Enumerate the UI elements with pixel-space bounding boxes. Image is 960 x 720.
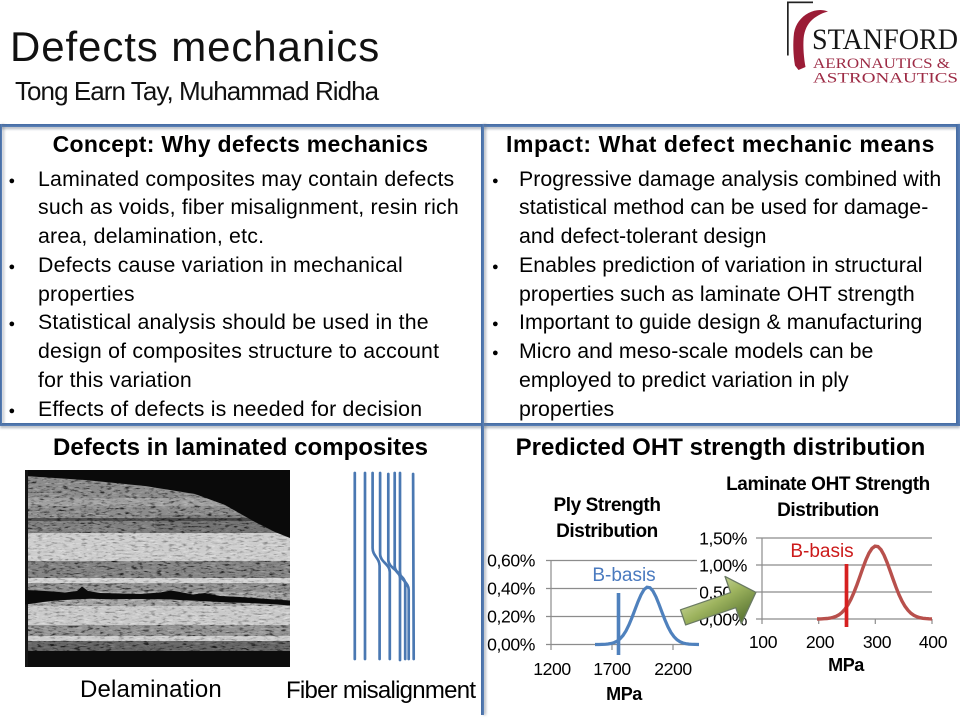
svg-text:AERONAUTICS &: AERONAUTICS & xyxy=(813,56,951,72)
svg-text:1700: 1700 xyxy=(593,659,631,679)
svg-text:1,00%: 1,00% xyxy=(700,556,748,576)
svg-text:MPa: MPa xyxy=(828,655,865,675)
svg-text:1200: 1200 xyxy=(533,659,571,679)
svg-text:0,20%: 0,20% xyxy=(487,607,536,627)
svg-text:1,50%: 1,50% xyxy=(700,529,748,549)
svg-text:300: 300 xyxy=(863,632,892,652)
svg-text:ASTRONAUTICS: ASTRONAUTICS xyxy=(813,71,958,87)
svg-text:Ply Strength: Ply Strength xyxy=(553,495,660,516)
svg-text:200: 200 xyxy=(806,632,835,652)
svg-text:Distribution: Distribution xyxy=(556,521,658,542)
svg-text:0,60%: 0,60% xyxy=(487,551,536,571)
svg-text:Laminate OHT Strength: Laminate OHT Strength xyxy=(726,474,930,495)
svg-text:0,40%: 0,40% xyxy=(487,579,536,599)
svg-text:2200: 2200 xyxy=(654,659,692,679)
svg-text:0,00%: 0,00% xyxy=(487,635,536,655)
svg-text:B-basis: B-basis xyxy=(592,565,655,586)
svg-text:400: 400 xyxy=(919,632,948,652)
svg-text:B-basis: B-basis xyxy=(790,541,853,562)
svg-text:STANFORD: STANFORD xyxy=(812,23,958,56)
svg-text:Distribution: Distribution xyxy=(777,500,879,521)
svg-text:MPa: MPa xyxy=(606,684,643,704)
svg-text:100: 100 xyxy=(749,632,778,652)
